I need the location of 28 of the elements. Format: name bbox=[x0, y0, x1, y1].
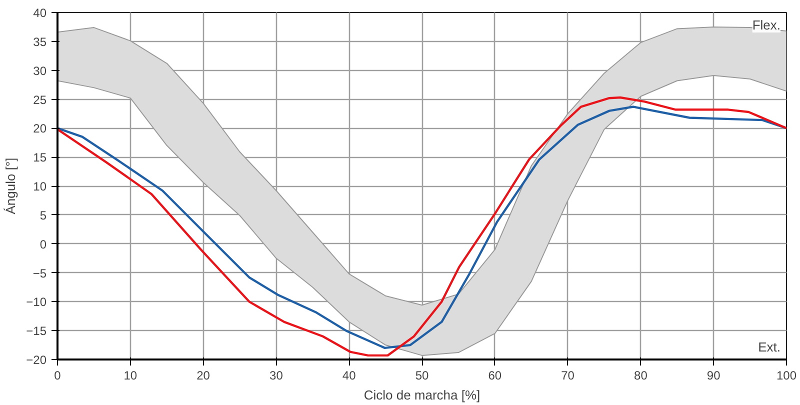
y-tick-label: −5 bbox=[32, 266, 47, 280]
x-tick-label: 20 bbox=[196, 368, 210, 382]
y-tick-label: 10 bbox=[33, 180, 47, 194]
y-tick-label: 20 bbox=[33, 122, 47, 136]
y-tick-label: 0 bbox=[40, 237, 47, 252]
x-tick-label: 10 bbox=[124, 368, 138, 382]
x-tick-label: 100 bbox=[776, 368, 797, 382]
y-tick-label: 15 bbox=[33, 150, 47, 165]
x-tick-label: 80 bbox=[634, 368, 648, 382]
x-tick-label: 30 bbox=[270, 368, 284, 382]
y-tick-label: 25 bbox=[33, 92, 47, 107]
x-tick-label: 50 bbox=[415, 368, 429, 382]
x-tick-label: 0 bbox=[54, 368, 62, 382]
y-tick-label: −10 bbox=[26, 295, 47, 310]
annotation: Flex. bbox=[752, 18, 780, 32]
y-tick-label: −20 bbox=[26, 353, 47, 367]
x-tick-label: 60 bbox=[488, 368, 502, 382]
y-tick-label: −15 bbox=[26, 324, 47, 338]
y-tick-label: 30 bbox=[33, 64, 47, 78]
y-axis-title: Ángulo [°] bbox=[3, 158, 18, 214]
x-tick-label: 90 bbox=[706, 368, 721, 382]
y-tick-label: 40 bbox=[33, 6, 47, 20]
y-tick-label: 35 bbox=[33, 34, 47, 49]
y-tick-label: 5 bbox=[40, 208, 47, 222]
annotation: Ext. bbox=[758, 340, 781, 354]
x-tick-label: 40 bbox=[342, 368, 356, 382]
x-tick-label: 70 bbox=[561, 368, 575, 382]
x-axis-title: Ciclo de marcha [%] bbox=[364, 388, 480, 402]
